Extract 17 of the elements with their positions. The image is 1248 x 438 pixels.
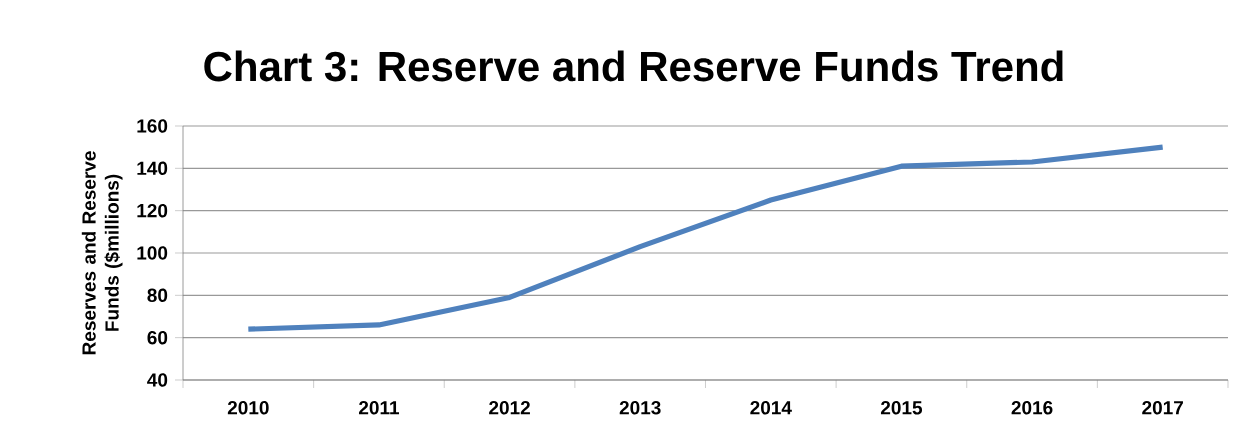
x-tick-label: 2014 bbox=[750, 401, 792, 415]
y-tick-label: 40 bbox=[147, 373, 168, 387]
x-tick-label: 2011 bbox=[359, 401, 400, 415]
y-tick-label: 100 bbox=[137, 246, 168, 260]
x-tick-label: 2013 bbox=[619, 401, 661, 415]
x-tick-label: 2016 bbox=[1011, 401, 1053, 415]
x-tick-label: 2010 bbox=[227, 401, 269, 415]
chart-title: Chart 3: Reserve and Reserve Funds Trend bbox=[204, 50, 1063, 82]
x-tick-label: 2012 bbox=[489, 401, 530, 415]
y-tick-label: 120 bbox=[137, 203, 168, 218]
y-tick-label: 140 bbox=[137, 161, 168, 176]
y-tick-label: 160 bbox=[137, 119, 168, 133]
x-tick-label: 2017 bbox=[1142, 401, 1183, 415]
y-axis-title: Reserves and Reserve Funds ($millions) bbox=[81, 151, 123, 355]
y-tick-label: 80 bbox=[147, 288, 168, 303]
x-tick-label: 2015 bbox=[880, 401, 923, 415]
y-tick-label: 60 bbox=[147, 330, 168, 345]
